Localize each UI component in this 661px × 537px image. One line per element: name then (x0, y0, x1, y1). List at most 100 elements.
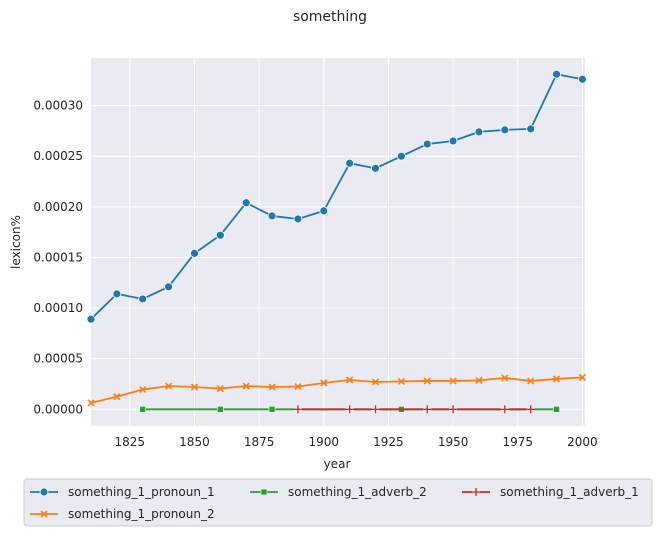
legend-marker (472, 488, 480, 496)
data-point-stroke (527, 377, 535, 385)
legend-marker (260, 488, 268, 496)
legend-frame (23, 478, 653, 527)
data-point (268, 383, 276, 391)
series-something_1_adverb_1 (293, 405, 535, 414)
data-point (396, 151, 406, 161)
y-tick-label: 0.00020 (33, 200, 83, 214)
legend-entry: something_1_adverb_1 (462, 485, 639, 499)
data-point (500, 125, 510, 135)
data-point (139, 405, 147, 413)
data-point (345, 405, 354, 414)
data-point (112, 289, 122, 299)
legend-entry: something_1_pronoun_1 (30, 485, 215, 499)
x-axis-label: year (324, 457, 351, 471)
plot-area (91, 58, 585, 426)
data-point-stroke (578, 373, 586, 381)
x-axis-ticks: 1825 1850 1875 1900 1925 1950 1975 2000 (115, 435, 598, 449)
data-point-stroke (552, 375, 561, 383)
legend-entry: something_1_adverb_2 (250, 485, 427, 499)
legend-label: something_1_adverb_1 (500, 485, 639, 499)
series-line (90, 376, 583, 404)
data-point (346, 376, 354, 384)
x-tick-label: 1825 (115, 435, 146, 449)
data-point-stroke (165, 382, 173, 390)
data-point (217, 405, 224, 413)
data-point (216, 384, 224, 393)
legend-label: something_1_pronoun_2 (68, 507, 215, 521)
data-point (215, 230, 225, 240)
data-point-stroke (475, 376, 483, 385)
legend-marker-stroke (40, 510, 48, 518)
data-point (553, 405, 560, 413)
legend: something_1_pronoun_1 something_1_pronoun… (23, 478, 653, 527)
data-point (319, 206, 329, 216)
data-point (423, 405, 432, 414)
data-point (241, 198, 251, 208)
data-point (86, 314, 96, 324)
data-point (449, 377, 457, 385)
y-tick-label: 0.00005 (33, 352, 83, 366)
data-point (164, 282, 173, 292)
data-point (474, 127, 484, 137)
data-point-stroke (242, 382, 250, 390)
data-point (526, 124, 536, 134)
data-point (526, 405, 535, 414)
y-tick-label: 0.00030 (33, 99, 83, 113)
x-tick-label: 2000 (567, 435, 598, 449)
data-point-stroke (397, 377, 405, 386)
x-tick-label: 1925 (373, 435, 404, 449)
x-tick-label: 1875 (244, 435, 275, 449)
data-point-stroke (216, 384, 224, 393)
data-point-stroke (113, 393, 121, 401)
data-point (293, 405, 302, 414)
data-point-stroke (371, 378, 380, 386)
legend-marker (39, 487, 49, 497)
data-point (113, 393, 121, 401)
data-point (449, 405, 458, 414)
data-point (500, 405, 509, 414)
data-point (422, 139, 432, 149)
data-point (294, 382, 302, 391)
legend-label: something_1_adverb_2 (288, 485, 427, 499)
data-point (475, 376, 483, 385)
data-point (165, 382, 173, 390)
data-point (139, 385, 147, 394)
legend-entry: something_1_pronoun_2 (30, 507, 215, 521)
data-point (267, 211, 277, 221)
data-point-stroke (501, 374, 509, 382)
data-point-stroke (320, 379, 328, 387)
data-point (578, 373, 586, 381)
y-tick-label: 0.00000 (33, 402, 83, 416)
gridlines (91, 58, 585, 426)
data-point (268, 405, 276, 413)
data-point (552, 375, 561, 383)
y-axis-ticks: 0.00000 0.00005 0.00010 0.00015 0.00020 0.000… (33, 99, 83, 417)
series-something_1_pronoun_2 (87, 373, 586, 407)
data-point (371, 163, 380, 173)
data-point (527, 377, 535, 385)
chart-title: something (293, 9, 367, 25)
data-point (371, 405, 380, 414)
x-tick-label: 1950 (438, 435, 469, 449)
data-point (552, 69, 561, 79)
y-tick-label: 0.00015 (33, 250, 83, 264)
data-point (448, 136, 458, 146)
data-point-stroke (268, 383, 276, 391)
data-point (190, 383, 199, 391)
data-point-stroke (87, 399, 95, 407)
x-tick-label: 1975 (502, 435, 533, 449)
data-point-stroke (294, 382, 302, 391)
data-point (190, 248, 199, 258)
series-something_1_pronoun_1 (86, 69, 587, 324)
data-point (320, 379, 328, 387)
data-point-stroke (449, 377, 457, 385)
x-tick-label: 1850 (179, 435, 210, 449)
x-tick-label: 1900 (309, 435, 340, 449)
y-tick-label: 0.00010 (33, 301, 83, 315)
data-point (345, 158, 355, 168)
data-point (242, 382, 250, 390)
data-point-stroke (423, 377, 431, 385)
y-axis-label: lexicon% (9, 215, 23, 269)
data-point (423, 377, 431, 385)
